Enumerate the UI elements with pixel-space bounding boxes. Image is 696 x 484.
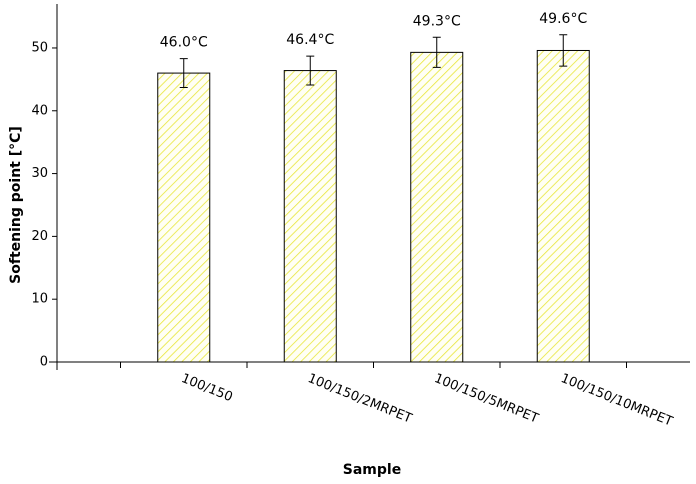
value-label: 46.0°C <box>160 35 208 51</box>
x-tick-label: 100/150/5MRPET <box>432 371 540 426</box>
value-label: 49.6°C <box>539 11 587 27</box>
bar <box>283 70 337 363</box>
error-bar <box>306 55 315 86</box>
y-tick-label: 20 <box>31 229 48 244</box>
y-tick-label: 10 <box>31 292 48 307</box>
x-tick-label: 100/150/2MRPET <box>305 371 413 426</box>
x-tick-label: 100/150 <box>179 371 235 405</box>
error-bar <box>559 34 568 67</box>
bar <box>536 49 590 363</box>
bar <box>410 51 464 363</box>
y-tick-label: 0 <box>40 355 48 370</box>
y-axis-label: Softening point [°C] <box>8 126 24 284</box>
bar <box>157 72 211 363</box>
y-tick-label: 30 <box>31 166 48 181</box>
y-tick-label: 40 <box>31 103 48 118</box>
y-tick-label: 50 <box>31 40 48 55</box>
error-bar <box>179 58 188 89</box>
value-label: 46.4°C <box>286 32 334 48</box>
value-label: 49.3°C <box>413 13 461 29</box>
error-bar <box>432 36 441 68</box>
x-axis-label: Sample <box>343 462 401 478</box>
x-tick-label: 100/150/10MRPET <box>558 371 674 430</box>
